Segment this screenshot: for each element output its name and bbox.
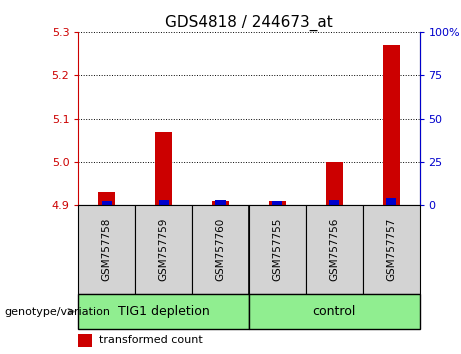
Text: control: control	[313, 305, 356, 318]
Bar	[363, 205, 420, 294]
Bar	[329, 200, 339, 205]
Bar	[212, 201, 229, 205]
Text: GSM757760: GSM757760	[215, 218, 225, 281]
Text: TIG1 depletion: TIG1 depletion	[118, 305, 210, 318]
Bar	[272, 201, 283, 205]
Text: GSM757756: GSM757756	[329, 218, 339, 281]
Bar	[78, 334, 92, 347]
Bar	[155, 132, 172, 205]
Text: transformed count: transformed count	[99, 335, 202, 345]
Title: GDS4818 / 244673_at: GDS4818 / 244673_at	[165, 14, 333, 30]
Bar	[98, 192, 115, 205]
Bar	[192, 205, 249, 294]
Bar	[306, 205, 363, 294]
Bar	[325, 162, 343, 205]
Text: GSM757757: GSM757757	[386, 218, 396, 281]
Bar	[249, 294, 420, 329]
Bar	[249, 205, 306, 294]
Bar	[78, 205, 135, 294]
Bar	[269, 201, 286, 205]
Bar	[215, 200, 225, 205]
Bar	[159, 200, 169, 205]
Text: genotype/variation: genotype/variation	[5, 307, 111, 316]
Bar	[78, 294, 249, 329]
Bar	[102, 201, 112, 205]
Text: GSM757758: GSM757758	[102, 218, 112, 281]
Text: GSM757759: GSM757759	[159, 218, 169, 281]
Bar	[386, 198, 396, 205]
Text: GSM757755: GSM757755	[272, 218, 283, 281]
Bar	[135, 205, 192, 294]
Bar	[383, 45, 400, 205]
